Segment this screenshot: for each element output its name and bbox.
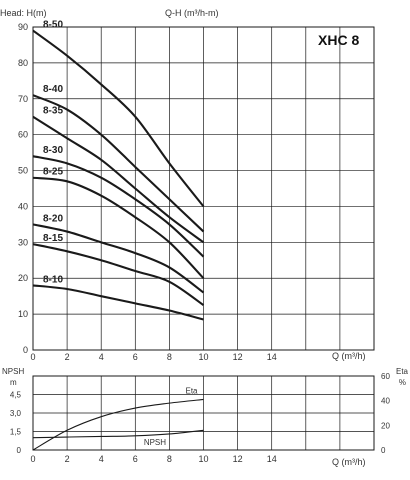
curve-8-50 <box>32 29 205 208</box>
curve-8-30 <box>32 155 205 258</box>
main-x-tick-label: 2 <box>65 352 70 362</box>
lower-x-tick-label: 8 <box>167 454 172 464</box>
main-x-tick-label: 14 <box>267 352 277 362</box>
eta-axis-title: Eta <box>396 367 409 376</box>
main-x-tick-label: 0 <box>30 352 35 362</box>
lower-left-tick-label: 3,0 <box>10 409 22 418</box>
lower-x-tick-label: 14 <box>267 454 277 464</box>
lower-x-tick-label: 4 <box>99 454 104 464</box>
main-y-tick-label: 30 <box>18 237 28 247</box>
lower-x-tick-label: 6 <box>133 454 138 464</box>
model-title: XHC 8 <box>318 32 359 48</box>
main-plot: 0 10 20 30 40 50 60 70 80 90 0 2 4 6 8 10 12 14 8-50 8-40 8-… <box>18 20 375 362</box>
main-x-axis-label: Q (m³/h) <box>332 351 366 361</box>
lower-right-tick-label: 40 <box>381 397 390 406</box>
lower-left-tick-label: 0 <box>17 446 22 455</box>
main-x-tick-label: 12 <box>233 352 243 362</box>
curve-label-8-50: 8-50 <box>43 20 63 31</box>
qh-title: Q-H (m³/h-m) <box>165 8 219 18</box>
main-y-tick-label: 10 <box>18 309 28 319</box>
curve-label-8-10: 8-10 <box>43 274 63 285</box>
main-y-tick-label: 60 <box>18 130 28 140</box>
main-y-tick-label: 0 <box>23 345 28 355</box>
curve-label-npsh: NPSH <box>144 438 166 447</box>
npsh-axis-unit: m <box>10 378 17 387</box>
lower-x-tick-label: 12 <box>233 454 243 464</box>
lower-right-tick-label: 20 <box>381 421 390 430</box>
head-axis-label: Head: H(m) <box>0 8 47 18</box>
curve-8-40 <box>32 94 205 233</box>
curve-eta <box>32 398 204 451</box>
curve-8-20 <box>32 223 205 294</box>
curve-npsh <box>32 429 204 439</box>
main-x-tick-label: 10 <box>198 352 208 362</box>
curve-8-10 <box>32 284 204 321</box>
curve-8-25 <box>32 176 205 279</box>
curve-label-8-25: 8-25 <box>43 167 63 178</box>
main-x-tick-label: 4 <box>99 352 104 362</box>
lower-right-tick-label: 0 <box>381 446 386 455</box>
lower-x-tick-label: 10 <box>198 454 208 464</box>
main-y-tick-label: 40 <box>18 201 28 211</box>
curve-8-35 <box>32 115 205 244</box>
lower-plot: 0 1,5 3,0 4,5 0 20 40 60 0 2 4 6 8 10 12 14 NPSH m Eta% Eta… <box>2 367 409 464</box>
main-y-tick-label: 80 <box>18 58 28 68</box>
curve-label-eta: Eta <box>186 386 199 395</box>
lower-x-axis-label: Q (m³/h) <box>332 457 366 467</box>
curve-label-8-20: 8-20 <box>43 213 63 224</box>
main-x-tick-label: 8 <box>167 352 172 362</box>
curve-label-8-15: 8-15 <box>43 233 63 244</box>
main-y-tick-label: 90 <box>18 22 28 32</box>
lower-x-tick-label: 2 <box>65 454 70 464</box>
npsh-axis-title: NPSH <box>2 367 24 376</box>
lower-left-tick-label: 4,5 <box>10 391 22 400</box>
lower-right-tick-label: 60 <box>381 372 390 381</box>
eta-axis-unit: % <box>399 378 406 387</box>
main-y-tick-label: 50 <box>18 166 28 176</box>
main-y-tick-label: 20 <box>18 273 28 283</box>
curve-label-8-35: 8-35 <box>43 106 63 117</box>
curve-label-8-30: 8-30 <box>43 145 63 156</box>
curve-8-15 <box>32 243 205 307</box>
lower-left-tick-label: 1,5 <box>10 428 22 437</box>
lower-x-tick-label: 0 <box>30 454 35 464</box>
main-x-tick-label: 6 <box>133 352 138 362</box>
curve-label-8-40: 8-40 <box>43 84 63 95</box>
main-y-tick-label: 70 <box>18 94 28 104</box>
